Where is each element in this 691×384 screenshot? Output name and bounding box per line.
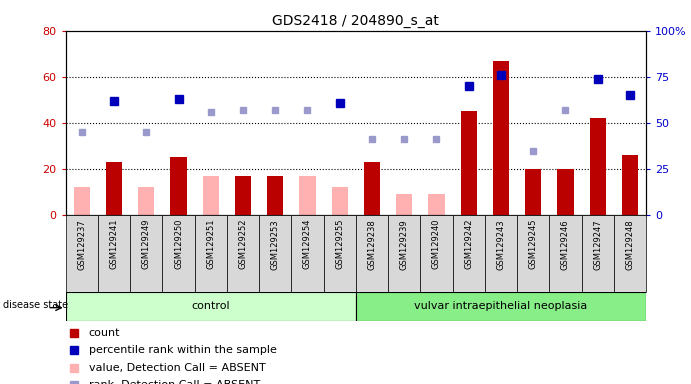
Bar <box>162 215 195 292</box>
Text: rank, Detection Call = ABSENT: rank, Detection Call = ABSENT <box>89 380 260 384</box>
Text: GSM129248: GSM129248 <box>625 219 634 270</box>
Bar <box>485 215 517 292</box>
Bar <box>453 215 485 292</box>
Bar <box>420 215 453 292</box>
Text: vulvar intraepithelial neoplasia: vulvar intraepithelial neoplasia <box>415 301 587 311</box>
Bar <box>493 61 509 215</box>
Text: GSM129241: GSM129241 <box>109 219 119 270</box>
Text: count: count <box>89 328 120 338</box>
Text: percentile rank within the sample: percentile rank within the sample <box>89 345 276 355</box>
Text: disease state: disease state <box>3 300 68 310</box>
Text: GSM129254: GSM129254 <box>303 219 312 270</box>
Bar <box>171 157 187 215</box>
Bar <box>138 187 154 215</box>
Bar <box>259 215 292 292</box>
Bar <box>388 215 420 292</box>
Text: GSM129250: GSM129250 <box>174 219 183 270</box>
Bar <box>267 176 283 215</box>
Bar <box>364 162 380 215</box>
Bar <box>292 215 323 292</box>
Bar <box>98 215 130 292</box>
Bar <box>396 194 413 215</box>
Bar <box>356 292 646 321</box>
Text: GSM129240: GSM129240 <box>432 219 441 270</box>
Text: GSM129255: GSM129255 <box>335 219 344 270</box>
Text: control: control <box>191 301 230 311</box>
Text: GSM129247: GSM129247 <box>593 219 603 270</box>
Bar <box>614 215 646 292</box>
Bar <box>202 176 219 215</box>
Bar <box>582 215 614 292</box>
Bar <box>66 215 98 292</box>
Bar <box>227 215 259 292</box>
Text: GSM129238: GSM129238 <box>368 219 377 270</box>
Text: GSM129243: GSM129243 <box>496 219 506 270</box>
Bar <box>517 215 549 292</box>
Title: GDS2418 / 204890_s_at: GDS2418 / 204890_s_at <box>272 14 439 28</box>
Bar <box>525 204 541 215</box>
Bar <box>299 176 316 215</box>
Bar <box>558 169 574 215</box>
Bar <box>332 187 348 215</box>
Bar <box>549 215 582 292</box>
Bar <box>525 169 541 215</box>
Text: GSM129245: GSM129245 <box>529 219 538 270</box>
Bar <box>106 162 122 215</box>
Text: GSM129246: GSM129246 <box>561 219 570 270</box>
Bar <box>195 215 227 292</box>
Bar <box>235 176 251 215</box>
Bar <box>323 215 356 292</box>
Text: value, Detection Call = ABSENT: value, Detection Call = ABSENT <box>89 362 265 372</box>
Bar <box>356 215 388 292</box>
Bar <box>235 176 251 215</box>
Bar <box>589 118 606 215</box>
Bar <box>622 155 638 215</box>
Bar <box>74 187 90 215</box>
Text: GSM129242: GSM129242 <box>464 219 473 270</box>
Bar <box>428 194 444 215</box>
Bar <box>130 215 162 292</box>
Text: GSM129237: GSM129237 <box>77 219 86 270</box>
Bar <box>66 292 356 321</box>
Bar <box>267 176 283 215</box>
Text: GSM129249: GSM129249 <box>142 219 151 270</box>
Text: GSM129253: GSM129253 <box>271 219 280 270</box>
Text: GSM129251: GSM129251 <box>206 219 216 270</box>
Text: GSM129239: GSM129239 <box>399 219 409 270</box>
Text: GSM129252: GSM129252 <box>238 219 247 270</box>
Bar <box>461 111 477 215</box>
